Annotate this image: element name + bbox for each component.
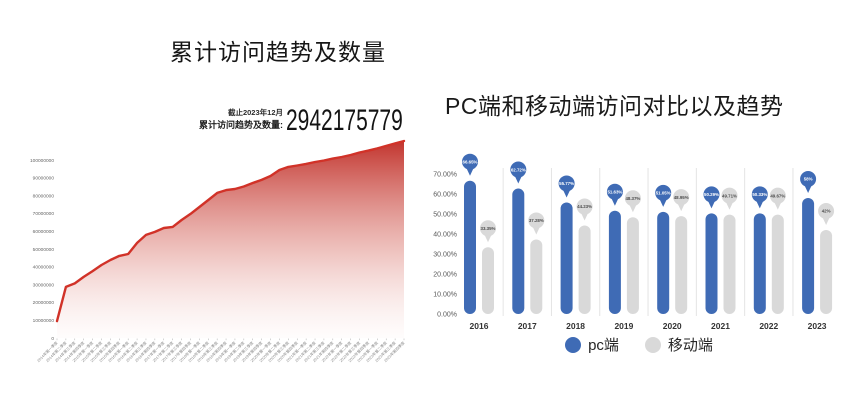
- legend-item-pc: pc端: [565, 334, 619, 355]
- svg-text:20.00%: 20.00%: [433, 272, 457, 279]
- svg-text:37.28%: 37.28%: [529, 218, 544, 223]
- svg-text:40.00%: 40.00%: [433, 232, 457, 239]
- year-label-2021: 2021: [711, 321, 730, 331]
- bar-pc-2023: [802, 198, 815, 314]
- svg-text:48.37%: 48.37%: [625, 196, 640, 201]
- svg-text:0.00%: 0.00%: [437, 312, 457, 319]
- bar-pc-2018: [560, 202, 573, 314]
- bar-mobile-2017: [530, 239, 543, 314]
- bar-pc-2021: [705, 213, 718, 314]
- svg-text:42%: 42%: [822, 209, 831, 214]
- bar-mobile-2016: [482, 247, 494, 314]
- label-bubble-pc-2018: 55.77%: [558, 175, 575, 198]
- legend-item-mobile: 移动端: [644, 334, 713, 355]
- cumulative-stat-captions: 截止2023年12月 累计访问趋势及数量:: [199, 108, 283, 131]
- bar-pc-2019: [608, 210, 621, 314]
- cumulative-total-value: 2942175779: [286, 104, 403, 137]
- svg-text:50000000: 50000000: [33, 247, 55, 253]
- label-bubble-mobile-2018: 44.23%: [576, 198, 593, 221]
- label-bubble-pc-2019: 51.63%: [606, 183, 623, 206]
- svg-text:30000000: 30000000: [33, 282, 55, 288]
- svg-text:62.72%: 62.72%: [511, 167, 526, 172]
- svg-text:50.29%: 50.29%: [704, 192, 719, 197]
- cumulative-area-fill: [57, 141, 404, 338]
- area-y-axis: 0 10000000 20000000 30000000 40000000 5000000…: [30, 158, 54, 342]
- mobile-legend-marker-icon: [644, 336, 661, 353]
- svg-text:60.00%: 60.00%: [433, 192, 457, 199]
- year-label-2018: 2018: [566, 321, 585, 331]
- bar-mobile-2021: [723, 214, 736, 314]
- svg-text:100000000: 100000000: [30, 158, 54, 164]
- year-label-2022: 2022: [759, 321, 778, 331]
- pc-legend-marker-icon: [565, 336, 582, 353]
- bar-mobile-2022: [771, 214, 784, 314]
- label-bubble-pc-2021: 50.29%: [703, 186, 720, 209]
- label-bubble-pc-2020: 51.05%: [655, 184, 672, 207]
- bar-y-axis: 0.00% 10.00% 20.00% 30.00% 40.00% 50.00% 60.00…: [433, 172, 457, 319]
- svg-text:30.00%: 30.00%: [433, 252, 457, 259]
- svg-text:60000000: 60000000: [33, 229, 55, 235]
- label-bubble-mobile-2020: 48.95%: [673, 189, 690, 212]
- svg-text:51.05%: 51.05%: [656, 191, 671, 196]
- bar-mobile-2019: [626, 217, 639, 314]
- svg-text:10000000: 10000000: [33, 318, 55, 324]
- bar-pc-2020: [657, 211, 670, 314]
- label-bubble-mobile-2017: 37.28%: [528, 212, 545, 235]
- stat-metric-label: 累计访问趋势及数量:: [199, 119, 283, 130]
- cumulative-visits-panel: 累计访问趋势及数量 截止2023年12月 累计访问趋势及数量: 29421757…: [30, 39, 406, 363]
- svg-text:55.77%: 55.77%: [559, 181, 574, 186]
- bar-mobile-2023: [820, 230, 833, 314]
- year-label-2017: 2017: [518, 321, 537, 331]
- label-bubble-pc-2016: 66.65%: [462, 153, 478, 176]
- cumulative-area-chart: 0 10000000 20000000 30000000 40000000 5000000…: [30, 139, 406, 363]
- svg-text:70000000: 70000000: [33, 211, 55, 217]
- bar-mobile-2018: [578, 225, 591, 314]
- svg-text:50.33%: 50.33%: [752, 192, 767, 197]
- label-bubble-mobile-2022: 49.67%: [769, 187, 786, 210]
- svg-text:49.71%: 49.71%: [722, 193, 737, 198]
- svg-text:66.65%: 66.65%: [463, 159, 478, 164]
- label-bubble-mobile-2023: 42%: [818, 203, 835, 225]
- label-bubble-mobile-2019: 48.37%: [624, 190, 641, 213]
- pc-mobile-panel: PC端和移动端访问对比以及趋势 0.00% 10.00% 20.00% 30.00% 4…: [426, 0, 852, 411]
- bar-pc-2022: [753, 213, 766, 314]
- svg-text:90000000: 90000000: [33, 176, 55, 182]
- bar-mobile-2020: [675, 216, 688, 314]
- svg-text:44.23%: 44.23%: [577, 204, 592, 209]
- svg-text:49.67%: 49.67%: [770, 193, 785, 198]
- svg-text:20000000: 20000000: [33, 300, 55, 306]
- label-bubble-pc-2022: 50.33%: [751, 186, 768, 209]
- svg-text:33.35%: 33.35%: [481, 226, 496, 231]
- bar-pc-2016: [464, 180, 476, 314]
- chart-legend: pc端 移动端: [426, 334, 852, 355]
- year-label-2020: 2020: [663, 321, 682, 331]
- group-separators: [502, 168, 794, 316]
- label-bubble-pc-2023: 58%: [800, 171, 817, 193]
- year-label-2019: 2019: [614, 321, 633, 331]
- year-label-2016: 2016: [470, 321, 489, 331]
- right-chart-title: PC端和移动端访问对比以及趋势: [445, 93, 784, 119]
- svg-text:48.95%: 48.95%: [674, 195, 689, 200]
- left-chart-title: 累计访问趋势及数量: [170, 39, 386, 65]
- stat-as-of-label: 截止2023年12月: [227, 108, 283, 117]
- mobile-legend-label: 移动端: [667, 337, 713, 354]
- label-bubble-mobile-2021: 49.71%: [721, 187, 738, 210]
- svg-text:40000000: 40000000: [33, 265, 55, 271]
- svg-text:70.00%: 70.00%: [433, 172, 457, 179]
- svg-text:0: 0: [51, 336, 54, 342]
- svg-text:50.00%: 50.00%: [433, 212, 457, 219]
- pc-legend-label: pc端: [588, 337, 619, 354]
- svg-text:58%: 58%: [804, 177, 813, 182]
- svg-text:51.63%: 51.63%: [607, 189, 622, 194]
- pc-mobile-bar-chart: 0.00% 10.00% 20.00% 30.00% 40.00% 50.00% 60.00…: [433, 153, 835, 331]
- area-x-axis: 2014年第一季度2014年第二季度2014年第三季度2014年第四季度2015…: [36, 338, 406, 363]
- bar-pc-2017: [512, 188, 525, 314]
- year-label-2023: 2023: [808, 321, 827, 331]
- label-bubble-mobile-2016: 33.35%: [480, 220, 496, 243]
- cumulative-trend-line: [55, 139, 406, 323]
- label-bubble-pc-2017: 62.72%: [510, 161, 527, 184]
- svg-text:80000000: 80000000: [33, 193, 55, 199]
- svg-text:10.00%: 10.00%: [433, 292, 457, 299]
